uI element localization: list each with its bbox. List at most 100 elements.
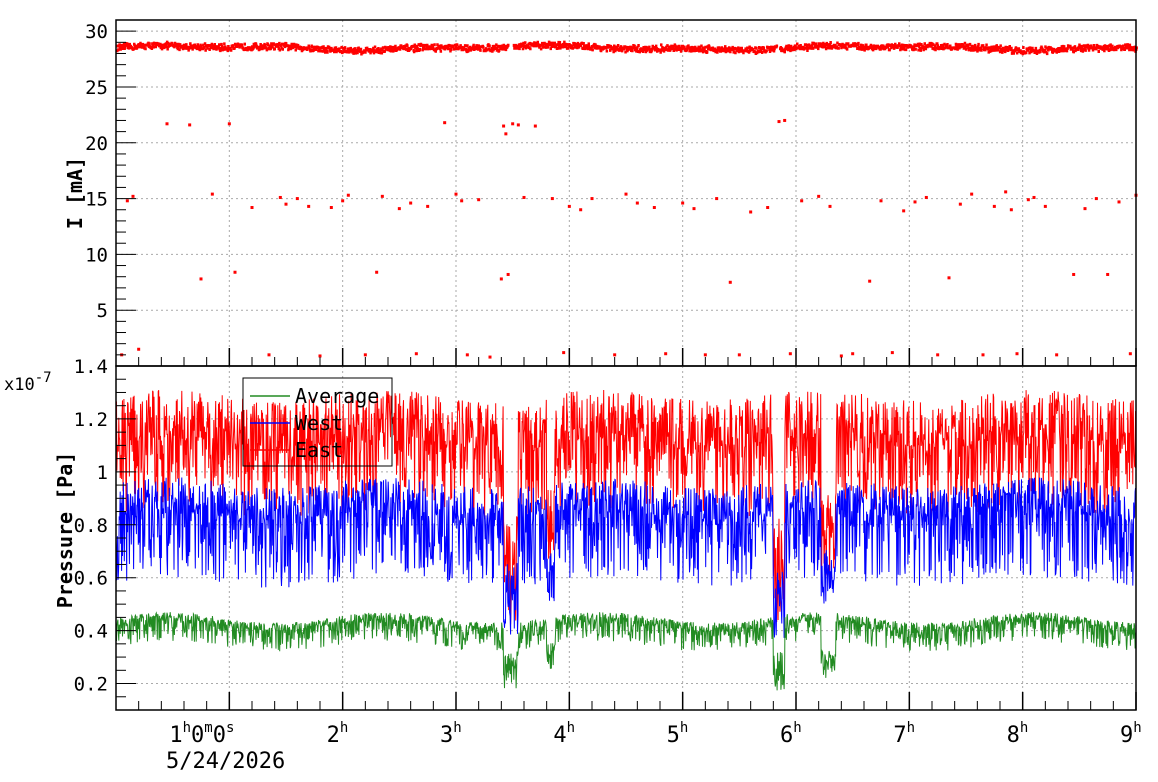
x-tick-label: 2h: [327, 720, 349, 748]
series-line-average: [115, 611, 1137, 691]
current-outlier-point: [1094, 197, 1098, 201]
current-outlier-point: [329, 206, 333, 210]
current-y-tick-label: 5: [97, 300, 108, 322]
current-y-axis-title: I [mA]: [63, 157, 87, 229]
current-outlier-point: [460, 199, 464, 203]
current-outlier-point: [533, 124, 537, 128]
current-outlier-point: [267, 353, 271, 357]
current-outlier-point: [567, 204, 571, 208]
current-outlier-point: [800, 199, 804, 203]
current-outlier-point: [652, 206, 656, 210]
x-tick-label: 8h: [1007, 720, 1029, 748]
current-outlier-point: [346, 193, 350, 197]
current-outlier-point: [210, 192, 214, 196]
current-outlier-point: [692, 207, 696, 211]
current-outlier-point: [783, 118, 787, 122]
current-outlier-point: [828, 204, 832, 208]
current-outlier-point: [454, 192, 458, 196]
current-axis-ticks: 5 10 15 20 25 30: [85, 21, 1137, 366]
x-tick-label: 7h: [893, 720, 915, 748]
pressure-y-tick-label: 1: [97, 462, 108, 484]
pressure-y-tick-label: 1.2: [74, 409, 108, 431]
current-outlier-point: [511, 122, 515, 126]
current-outlier-point: [635, 201, 639, 205]
current-outlier-point: [981, 353, 985, 357]
pressure-series-lines: [115, 389, 1137, 691]
series-line-west: [115, 477, 1137, 638]
current-outlier-point: [664, 352, 668, 356]
current-outlier-point: [1055, 353, 1059, 357]
current-outlier-point: [737, 353, 741, 357]
current-outlier-point: [947, 276, 951, 280]
current-outlier-point: [233, 270, 237, 274]
current-outlier-point: [992, 204, 996, 208]
current-outlier-point: [958, 202, 962, 206]
current-outlier-point: [851, 352, 855, 356]
current-outlier-point: [817, 194, 821, 198]
current-outlier-point: [227, 122, 231, 126]
current-outlier-point: [380, 194, 384, 198]
current-y-tick-label: 20: [85, 133, 108, 155]
pressure-y-tick-label: 0.4: [74, 621, 108, 643]
current-outlier-point: [1128, 352, 1132, 356]
current-outlier-point: [924, 195, 928, 199]
current-outlier-point: [1043, 204, 1047, 208]
current-outlier-point: [318, 354, 322, 358]
current-outlier-point: [777, 120, 781, 124]
current-outlier-point: [504, 132, 508, 136]
current-data-points: [116, 40, 1138, 359]
current-outlier-point: [284, 202, 288, 206]
current-outlier-point: [199, 277, 203, 281]
current-outlier-point: [749, 210, 753, 214]
current-outlier-point: [426, 204, 430, 208]
current-outlier-point: [613, 353, 617, 357]
current-outlier-point: [465, 353, 469, 357]
pressure-y-axis-title: Pressure [Pa]: [53, 452, 77, 609]
current-outlier-point: [1106, 272, 1110, 276]
current-outlier-point: [879, 199, 883, 203]
x-tick-label: 3h: [440, 720, 462, 748]
current-outlier-point: [506, 272, 510, 276]
current-outlier-point: [414, 352, 418, 356]
current-outlier-point: [1015, 352, 1019, 356]
current-outlier-point: [443, 121, 447, 125]
current-outlier-point: [1072, 272, 1076, 276]
current-outlier-point: [1004, 190, 1008, 194]
current-outlier-point: [590, 197, 594, 201]
current-outlier-point: [295, 197, 299, 201]
x-tick-label: 4h: [553, 720, 575, 748]
current-outlier-point: [188, 123, 192, 127]
current-outlier-point: [131, 194, 135, 198]
current-outlier-point: [363, 353, 367, 357]
current-y-tick-label: 15: [85, 189, 108, 211]
series-line-east: [115, 389, 1137, 625]
current-outlier-point: [137, 347, 141, 351]
current-outlier-point: [409, 201, 413, 205]
current-outlier-point: [165, 122, 169, 126]
pressure-y-tick-label: 0.6: [74, 568, 108, 590]
current-outlier-point: [522, 195, 526, 199]
current-outlier-point: [728, 280, 732, 284]
current-outlier-point: [579, 208, 583, 212]
current-outlier-point: [839, 354, 843, 358]
current-outlier-point: [970, 192, 974, 196]
x-tick-label: 6h: [780, 720, 802, 748]
current-outlier-point: [516, 123, 520, 127]
current-outlier-point: [278, 195, 282, 199]
current-band-points: [116, 40, 1138, 56]
current-outlier-point: [550, 197, 554, 201]
x-tick-label: 1h0m0s: [169, 720, 234, 748]
pressure-y-exponent: x10-7: [4, 370, 52, 395]
current-outlier-point: [250, 206, 254, 210]
current-outlier-point: [1117, 200, 1121, 204]
current-outlier-point: [624, 192, 628, 196]
x-axis-date-label: 5/24/2026: [166, 749, 285, 774]
current-outlier-point: [681, 201, 685, 205]
current-outlier-point: [499, 277, 503, 281]
current-panel: 5 10 15 20 25 30 I [mA]: [63, 19, 1138, 367]
legend-label-west: West: [295, 411, 343, 435]
current-outlier-point: [125, 199, 129, 203]
current-outlier-point: [375, 270, 379, 274]
current-y-tick-label: 25: [85, 77, 108, 99]
pressure-y-tick-label: 0.8: [74, 515, 108, 537]
